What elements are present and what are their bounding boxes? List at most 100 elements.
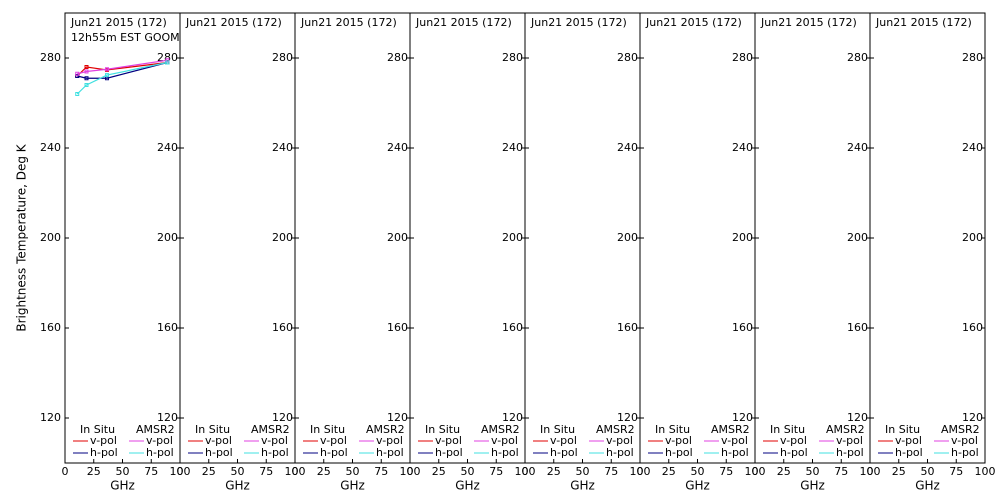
legend-label: v-pol [606,434,633,447]
y-tick-label: 240 [387,141,408,154]
y-tick-label: 160 [962,321,983,334]
x-tick-label: 100 [745,465,766,478]
y-tick-label: 160 [732,321,753,334]
x-tick-label: 75 [144,465,158,478]
y-tick-label: 280 [847,51,868,64]
legend-group-title: In Situ [195,423,230,436]
y-tick-label: 160 [387,321,408,334]
legend-label: h-pol [780,446,808,459]
legend-label: h-pol [836,446,864,459]
x-tick-label: 50 [346,465,360,478]
x-tick-label: 75 [259,465,273,478]
x-tick-label: 25 [777,465,791,478]
y-tick-label: 200 [962,231,983,244]
y-tick-label: 240 [272,141,293,154]
x-tick-label: 25 [317,465,331,478]
x-tick-label: 100 [860,465,881,478]
x-axis-label: GHz [340,479,365,493]
legend-label: h-pol [665,446,693,459]
x-tick-label: 25 [662,465,676,478]
x-tick-label: 0 [407,465,414,478]
legend-group-title: In Situ [885,423,920,436]
y-tick-label: 120 [40,411,61,424]
x-tick-label: 0 [752,465,759,478]
legend-label: v-pol [895,434,922,447]
data-point [84,83,89,87]
y-tick-label: 120 [157,411,178,424]
x-tick-label: 50 [921,465,935,478]
panel-title: Jun21 2015 (172) [300,16,397,29]
y-tick-label: 120 [387,411,408,424]
y-tick-label: 200 [40,231,61,244]
data-point [75,92,80,96]
x-tick-label: 100 [285,465,306,478]
y-tick-label: 200 [847,231,868,244]
legend-label: h-pol [320,446,348,459]
y-tick-label: 280 [502,51,523,64]
legend-group-title: AMSR2 [251,423,290,436]
legend-label: h-pol [895,446,923,459]
panel-title: Jun21 2015 (172) [760,16,857,29]
x-tick-label: 25 [547,465,561,478]
legend-label: v-pol [951,434,978,447]
legend-label: v-pol [550,434,577,447]
y-tick-label: 200 [272,231,293,244]
y-tick-label: 120 [272,411,293,424]
legend-label: h-pol [261,446,289,459]
legend-label: h-pol [146,446,174,459]
y-tick-label: 160 [40,321,61,334]
y-tick-label: 280 [617,51,638,64]
legend-group-title: In Situ [770,423,805,436]
x-tick-label: 25 [892,465,906,478]
panel-title: Jun21 2015 (172) [185,16,282,29]
x-axis-label: GHz [225,479,250,493]
legend-label: h-pol [721,446,749,459]
panel-title: Jun21 2015 (172) [530,16,627,29]
y-tick-label: 280 [732,51,753,64]
x-tick-label: 0 [637,465,644,478]
y-axis-label: Brightness Temperature, Deg K [15,143,29,331]
x-axis-label: GHz [455,479,480,493]
y-tick-label: 200 [502,231,523,244]
y-tick-label: 160 [157,321,178,334]
y-tick-label: 200 [157,231,178,244]
legend-group-title: In Situ [655,423,690,436]
x-tick-label: 0 [867,465,874,478]
legend-group-title: AMSR2 [596,423,635,436]
y-tick-label: 240 [157,141,178,154]
y-tick-label: 240 [40,141,61,154]
y-tick-label: 200 [387,231,408,244]
legend-label: h-pol [376,446,404,459]
x-tick-label: 0 [292,465,299,478]
y-tick-label: 120 [617,411,638,424]
panel-subtitle: 12h55m EST GOOM [71,31,180,44]
legend-group-title: AMSR2 [481,423,520,436]
legend-group-title: AMSR2 [941,423,980,436]
panel-title: Jun21 2015 (172) [875,16,972,29]
y-tick-label: 280 [387,51,408,64]
legend-label: h-pol [90,446,118,459]
legend-label: v-pol [665,434,692,447]
x-axis-label: GHz [110,479,135,493]
x-tick-label: 100 [515,465,536,478]
y-tick-label: 120 [962,411,983,424]
legend-group-title: In Situ [310,423,345,436]
legend-label: v-pol [836,434,863,447]
x-tick-label: 75 [834,465,848,478]
y-tick-label: 120 [732,411,753,424]
legend-label: v-pol [90,434,117,447]
y-tick-label: 240 [732,141,753,154]
legend-label: v-pol [320,434,347,447]
y-tick-label: 160 [847,321,868,334]
y-tick-label: 240 [962,141,983,154]
x-tick-label: 50 [116,465,130,478]
y-tick-label: 120 [847,411,868,424]
y-tick-label: 160 [617,321,638,334]
x-tick-label: 25 [432,465,446,478]
legend-label: v-pol [491,434,518,447]
x-tick-label: 50 [231,465,245,478]
y-tick-label: 240 [847,141,868,154]
y-tick-label: 160 [502,321,523,334]
series-line [77,61,168,79]
